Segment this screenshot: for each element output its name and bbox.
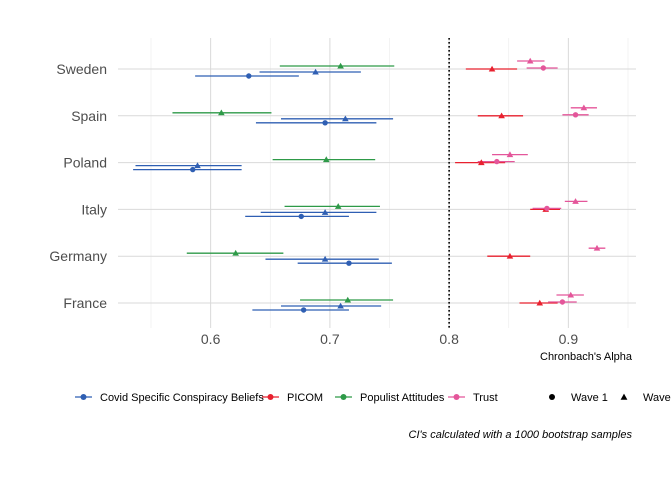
y-tick-label-spain: Spain bbox=[71, 108, 107, 124]
x-tick-label-0-6: 0.6 bbox=[201, 331, 221, 347]
picom-france-wave-2-point bbox=[536, 299, 544, 306]
picom-germany-wave-2-point bbox=[506, 252, 514, 259]
covid-specific-conspiracy-beliefs-sweden-wave-2-point bbox=[312, 68, 319, 75]
covid-specific-conspiracy-beliefs-spain-wave-1-point bbox=[322, 120, 328, 126]
trust-sweden-wave-1-point bbox=[540, 65, 547, 71]
gridlines bbox=[118, 38, 636, 328]
populist-attitudes-spain-wave-2-point bbox=[218, 109, 225, 116]
trust-france-wave-1-point bbox=[559, 299, 566, 305]
x-axis-title: Chronbach's Alpha bbox=[540, 351, 633, 363]
covid-specific-conspiracy-beliefs-france-wave-1-point bbox=[300, 307, 307, 313]
populist-attitudes-italy-wave-2-point bbox=[334, 203, 342, 209]
legend-key-dot-picom bbox=[267, 394, 274, 400]
legend: Covid Specific Conspiracy Beliefs PICOM Po… bbox=[75, 392, 671, 404]
covid-specific-conspiracy-beliefs-spain-wave-2-point bbox=[342, 115, 349, 122]
y-tick-label-italy: Italy bbox=[81, 201, 107, 217]
legend-label-covid-specific-conspiracy-beliefs: Covid Specific Conspiracy Beliefs bbox=[100, 392, 264, 404]
covid-specific-conspiracy-beliefs-france-wave-2-point bbox=[337, 302, 344, 309]
legend-label-picom: PICOM bbox=[287, 392, 323, 404]
y-tick-label-france: France bbox=[63, 295, 107, 311]
trust-germany-wave-2-point bbox=[593, 244, 601, 251]
y-tick-label-sweden: Sweden bbox=[56, 61, 107, 77]
trust-poland-wave-1-point bbox=[494, 158, 500, 165]
populist-attitudes-france-wave-2-point bbox=[344, 296, 352, 303]
trust-italy-wave-1-point bbox=[544, 205, 550, 212]
x-tick-label-0-9: 0.9 bbox=[559, 331, 579, 347]
populist-attitudes-sweden-wave-2-point bbox=[337, 62, 344, 69]
picom-sweden-wave-2-point bbox=[488, 65, 496, 72]
legend-label-populist-attitudes: Populist Attitudes bbox=[360, 392, 445, 404]
covid-specific-conspiracy-beliefs-poland-wave-2-point bbox=[194, 162, 201, 169]
x-axis-ticks: 0.6 0.7 0.8 0.9 bbox=[201, 331, 578, 347]
picom-spain-wave-2-point bbox=[498, 112, 505, 119]
y-tick-label-poland: Poland bbox=[63, 155, 107, 171]
data-points bbox=[190, 57, 601, 313]
covid-specific-conspiracy-beliefs-italy-wave-2-point bbox=[321, 209, 329, 215]
y-axis-ticks: Sweden Spain Poland Italy Germany France bbox=[49, 61, 107, 311]
trust-spain-wave-1-point bbox=[572, 112, 579, 118]
covid-specific-conspiracy-beliefs-poland-wave-1-point bbox=[190, 166, 196, 173]
legend-key-dot-covid-specific-conspiracy-beliefs bbox=[80, 394, 87, 400]
confidence-intervals bbox=[133, 60, 606, 311]
legend-key-wave bbox=[620, 393, 628, 400]
covid-specific-conspiracy-beliefs-germany-wave-2-point bbox=[321, 255, 329, 262]
x-tick-label-0-7: 0.7 bbox=[320, 331, 340, 347]
populist-attitudes-poland-wave-2-point bbox=[322, 156, 330, 163]
trust-sweden-wave-2-point bbox=[526, 57, 534, 64]
trust-spain-wave-2-point bbox=[580, 104, 588, 111]
legend-key-dot-populist-attitudes bbox=[340, 394, 347, 400]
legend-label-wave: Wave bbox=[643, 392, 671, 404]
y-tick-label-germany: Germany bbox=[49, 248, 107, 264]
covid-specific-conspiracy-beliefs-germany-wave-1-point bbox=[346, 260, 352, 266]
chart-caption: CI's calculated with a 1000 bootstrap sa… bbox=[409, 429, 633, 441]
picom-poland-wave-2-point bbox=[478, 159, 485, 166]
trust-italy-wave-2-point bbox=[572, 198, 579, 204]
legend-key-wave-1 bbox=[549, 394, 555, 400]
legend-label-wave-1: Wave 1 bbox=[571, 392, 608, 404]
covid-specific-conspiracy-beliefs-sweden-wave-1-point bbox=[246, 73, 252, 79]
x-tick-label-0-8: 0.8 bbox=[439, 331, 459, 347]
trust-france-wave-2-point bbox=[567, 291, 575, 298]
populist-attitudes-germany-wave-2-point bbox=[232, 249, 239, 256]
legend-label-trust: Trust bbox=[473, 392, 498, 404]
legend-key-dot-trust bbox=[453, 394, 460, 400]
trust-poland-wave-2-point bbox=[506, 151, 514, 158]
covid-specific-conspiracy-beliefs-italy-wave-1-point bbox=[298, 213, 304, 220]
